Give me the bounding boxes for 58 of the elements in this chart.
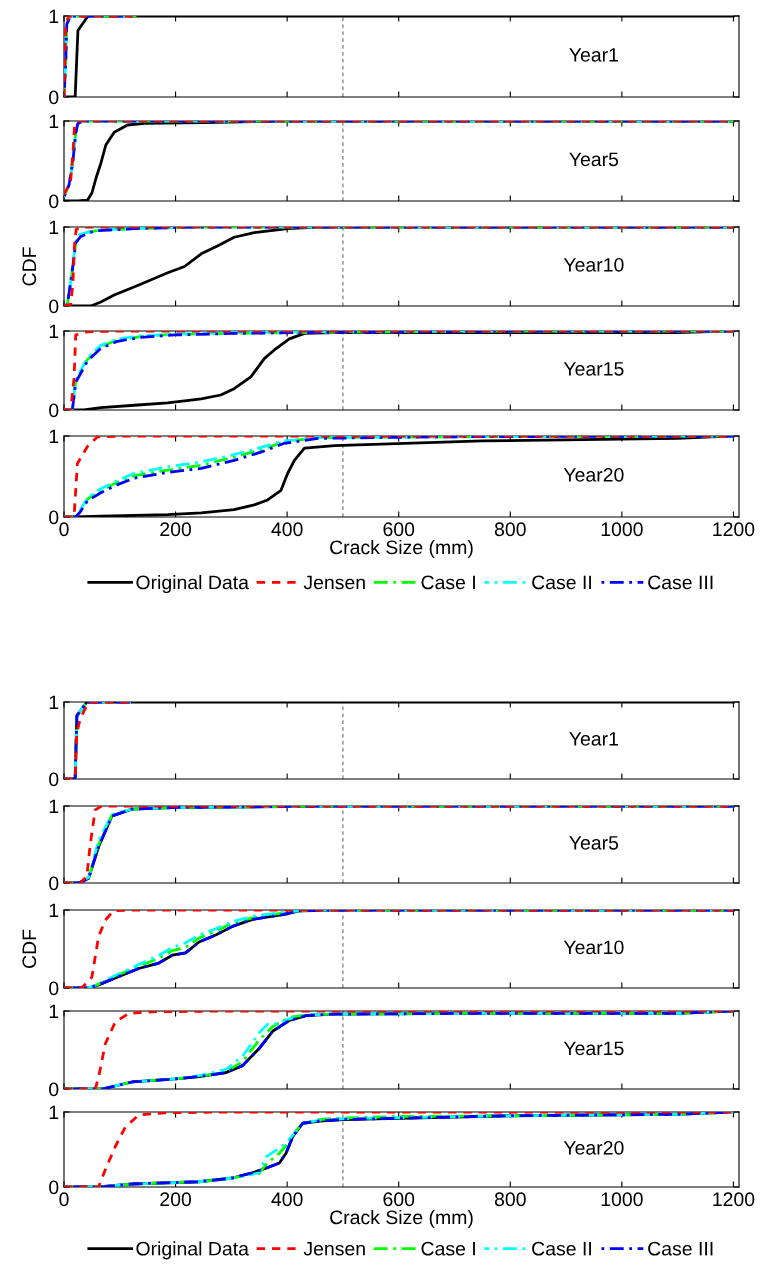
x-tick-label: 600 bbox=[383, 522, 415, 537]
y-axis-title: CDF bbox=[22, 929, 37, 968]
annotation: Year10 bbox=[563, 257, 624, 272]
y-tick-label: 0 bbox=[49, 981, 59, 996]
x-tick-label: 1000 bbox=[601, 522, 643, 537]
legend-label: Original Data bbox=[136, 575, 249, 594]
y-tick-label: 1 bbox=[49, 324, 59, 339]
y-tick-label: 0 bbox=[49, 90, 59, 105]
legend-label: Jensen bbox=[303, 1241, 365, 1256]
x-tick-label: 0 bbox=[59, 1192, 69, 1207]
annotation: Year1 bbox=[569, 732, 618, 746]
y-tick-label: 0 bbox=[49, 1082, 59, 1097]
y-tick-label: 0 bbox=[49, 403, 59, 418]
y-tick-label: 0 bbox=[49, 194, 59, 209]
y-tick-label: 1 bbox=[49, 429, 59, 444]
y-tick-label: 1 bbox=[49, 1004, 59, 1019]
x-tick-label: 200 bbox=[160, 522, 192, 537]
annotation: Year1 bbox=[569, 48, 618, 62]
x-tick-label: 1000 bbox=[601, 1192, 643, 1207]
y-tick-label: 1 bbox=[49, 9, 59, 24]
legend-label: Jensen bbox=[303, 575, 365, 590]
legend-label: Case II bbox=[532, 1241, 591, 1256]
x-tick-label: 200 bbox=[160, 1192, 192, 1207]
annotation: Year15 bbox=[563, 362, 624, 376]
annotation: Year20 bbox=[563, 467, 624, 482]
legend-label: Case III bbox=[648, 575, 713, 590]
x-tick-label: 1200 bbox=[713, 522, 755, 537]
legend-label: Case II bbox=[532, 575, 591, 590]
y-tick-label: 0 bbox=[49, 876, 59, 891]
x-axis-title: Crack Size (mm) bbox=[330, 1209, 473, 1229]
y-tick-label: 1 bbox=[49, 220, 59, 235]
y-tick-label: 1 bbox=[49, 695, 59, 710]
x-tick-label: 1200 bbox=[713, 1192, 755, 1207]
y-axis-title: CDF bbox=[22, 247, 37, 286]
legend-label: Original Data bbox=[136, 1241, 249, 1260]
y-tick-label: 0 bbox=[49, 510, 59, 525]
y-tick-label: 1 bbox=[49, 903, 59, 918]
y-tick-label: 1 bbox=[49, 799, 59, 814]
legend-label: Case I bbox=[421, 1241, 475, 1256]
legend-label: Case I bbox=[421, 575, 475, 590]
x-tick-label: 600 bbox=[383, 1192, 415, 1207]
x-tick-label: 800 bbox=[494, 1192, 526, 1207]
x-axis-title: Crack Size (mm) bbox=[330, 539, 473, 559]
y-tick-label: 1 bbox=[49, 1105, 59, 1120]
annotation: Year20 bbox=[563, 1140, 624, 1155]
y-tick-label: 0 bbox=[49, 299, 59, 314]
x-tick-label: 400 bbox=[271, 1192, 303, 1207]
annotation: Year15 bbox=[563, 1041, 624, 1056]
y-tick-label: 0 bbox=[49, 772, 59, 787]
annotation: Year5 bbox=[569, 152, 619, 167]
y-tick-label: 1 bbox=[49, 114, 59, 129]
x-tick-label: 0 bbox=[59, 522, 69, 537]
x-tick-label: 400 bbox=[271, 522, 303, 537]
annotation: Year5 bbox=[569, 836, 619, 850]
annotation: Year10 bbox=[563, 940, 624, 955]
legend-label: Case III bbox=[648, 1241, 713, 1256]
y-tick-label: 0 bbox=[49, 1180, 59, 1195]
x-tick-label: 800 bbox=[494, 522, 526, 537]
